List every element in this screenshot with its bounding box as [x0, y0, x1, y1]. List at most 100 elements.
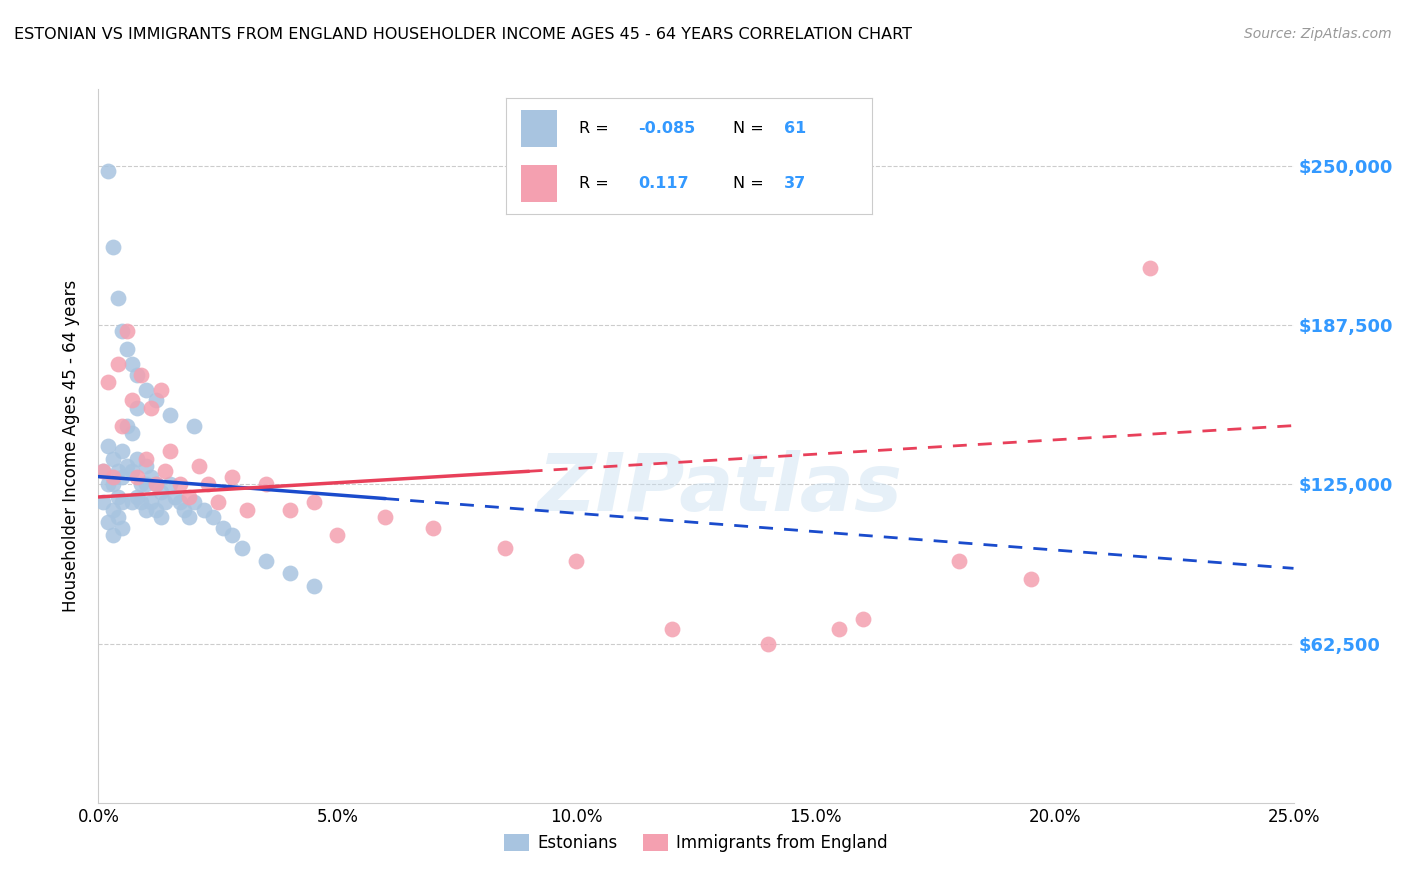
Bar: [520, 165, 557, 202]
Point: [149, 383, 172, 397]
Point: [125, 368, 148, 382]
Point: [107, 291, 129, 305]
Point: [221, 469, 243, 483]
Point: [139, 495, 162, 509]
Point: [135, 502, 157, 516]
Point: [374, 510, 396, 524]
Point: [111, 444, 134, 458]
Point: [179, 510, 201, 524]
Point: [101, 477, 124, 491]
Point: [494, 541, 516, 555]
Point: [155, 465, 177, 479]
Point: [97, 477, 120, 491]
Point: [97, 376, 120, 390]
Point: [111, 495, 134, 509]
Point: [149, 510, 172, 524]
Point: [1139, 260, 1161, 275]
Point: [183, 418, 205, 433]
Point: [135, 451, 157, 466]
Point: [139, 401, 162, 415]
Point: [169, 477, 191, 491]
Point: [422, 520, 444, 534]
Point: [111, 418, 134, 433]
Point: [155, 495, 177, 509]
Point: [302, 579, 325, 593]
Point: [187, 459, 209, 474]
Point: [125, 469, 148, 483]
Text: 61: 61: [785, 120, 806, 136]
Point: [145, 502, 167, 516]
Point: [139, 469, 162, 483]
Point: [159, 409, 181, 423]
Point: [101, 469, 124, 483]
Point: [1019, 572, 1042, 586]
Point: [302, 495, 325, 509]
Legend: Estonians, Immigrants from England: Estonians, Immigrants from England: [498, 827, 894, 859]
Point: [91, 465, 114, 479]
Text: N =: N =: [733, 177, 769, 192]
Point: [91, 465, 114, 479]
Text: -0.085: -0.085: [638, 120, 695, 136]
Point: [149, 484, 172, 499]
Point: [207, 495, 229, 509]
Point: [197, 477, 219, 491]
Point: [115, 324, 138, 338]
Point: [101, 451, 124, 466]
Point: [159, 444, 181, 458]
Point: [91, 495, 114, 509]
Text: Source: ZipAtlas.com: Source: ZipAtlas.com: [1244, 27, 1392, 41]
Point: [125, 451, 148, 466]
Point: [221, 528, 243, 542]
Point: [278, 566, 301, 581]
Point: [159, 477, 181, 491]
Point: [828, 623, 851, 637]
Point: [115, 459, 138, 474]
Point: [125, 490, 148, 504]
Point: [101, 502, 124, 516]
Point: [115, 418, 138, 433]
Point: [254, 477, 277, 491]
Text: 37: 37: [785, 177, 806, 192]
Point: [145, 477, 167, 491]
Point: [121, 495, 143, 509]
Point: [107, 490, 129, 504]
Point: [115, 342, 138, 356]
Point: [121, 393, 143, 408]
Text: R =: R =: [579, 120, 614, 136]
Point: [101, 240, 124, 254]
Text: R =: R =: [579, 177, 614, 192]
Point: [183, 495, 205, 509]
Point: [235, 502, 257, 516]
Point: [111, 469, 134, 483]
Point: [107, 465, 129, 479]
Text: N =: N =: [733, 120, 769, 136]
Point: [145, 477, 167, 491]
Point: [565, 554, 588, 568]
Bar: [520, 110, 557, 147]
Point: [131, 495, 153, 509]
Point: [97, 163, 120, 178]
Point: [169, 495, 191, 509]
Point: [852, 612, 875, 626]
Point: [97, 516, 120, 530]
Point: [179, 490, 201, 504]
Text: ZIPatlas: ZIPatlas: [537, 450, 903, 528]
Point: [121, 358, 143, 372]
Point: [135, 459, 157, 474]
Point: [101, 528, 124, 542]
Point: [231, 541, 253, 555]
Point: [254, 554, 277, 568]
Text: ESTONIAN VS IMMIGRANTS FROM ENGLAND HOUSEHOLDER INCOME AGES 45 - 64 YEARS CORREL: ESTONIAN VS IMMIGRANTS FROM ENGLAND HOUS…: [14, 27, 912, 42]
Point: [121, 426, 143, 441]
Point: [135, 477, 157, 491]
Point: [202, 510, 225, 524]
Point: [111, 324, 134, 338]
Point: [131, 477, 153, 491]
Point: [145, 393, 167, 408]
Point: [326, 528, 349, 542]
Y-axis label: Householder Income Ages 45 - 64 years: Householder Income Ages 45 - 64 years: [62, 280, 80, 612]
Point: [121, 465, 143, 479]
Point: [131, 368, 153, 382]
Point: [211, 520, 233, 534]
Point: [756, 636, 779, 650]
